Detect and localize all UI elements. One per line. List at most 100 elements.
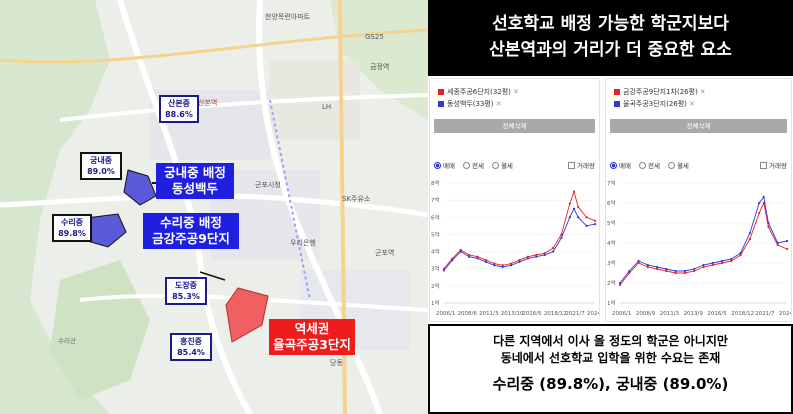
callout-suri: 수리중 배정 금강주공9단지 (143, 213, 239, 249)
y-tick-label: 2억 (431, 282, 440, 290)
data-point (572, 207, 576, 210)
data-point (646, 265, 649, 269)
x-tick-label: 2011/3 (479, 311, 499, 317)
headline-line2: 산본역과의 거리가 더 중요한 요소 (489, 40, 732, 60)
radio-jeonse[interactable]: 전세 (462, 160, 484, 170)
school-rate: 88.6% (165, 110, 193, 119)
y-tick-label: 4억 (607, 239, 616, 247)
school-box-suri[interactable]: 수리중 89.8% (52, 214, 92, 242)
clear-all-button[interactable]: 전체삭제 (610, 119, 787, 133)
data-point (720, 261, 724, 265)
data-point (618, 281, 622, 285)
data-point (758, 211, 761, 215)
y-tick-label: 4억 (431, 248, 440, 256)
data-point (568, 202, 571, 205)
map-label: LH (322, 103, 332, 111)
radio-monthly[interactable]: 월세 (667, 160, 689, 170)
y-tick-label: 3억 (607, 259, 616, 267)
data-point (526, 257, 529, 260)
x-tick-label: 2016/5 (707, 311, 727, 317)
data-point (748, 231, 751, 235)
data-point (656, 267, 659, 271)
y-tick-label: 2억 (607, 279, 616, 287)
school-rate: 85.3% (172, 292, 200, 301)
x-tick-label: 2024/2 (587, 311, 599, 317)
data-point (476, 255, 479, 258)
radio-dot (610, 161, 617, 169)
data-point (501, 264, 504, 267)
close-icon[interactable]: ✕ (495, 100, 502, 108)
headline-line1: 선호학교 배정 가능한 학군지보다 (492, 14, 729, 34)
data-point (543, 253, 546, 257)
data-point (577, 205, 580, 209)
data-point (702, 263, 705, 267)
data-point (739, 251, 742, 255)
volume-checkbox[interactable]: 거래량 (568, 160, 595, 170)
data-point (585, 216, 588, 219)
callout-line: 수리중 배정 (160, 215, 222, 230)
map-label: 우리은행 (290, 239, 316, 247)
map-view[interactable]: 한양목련아파트 산본역 군포시청 우리은행 SK주유소 LH 금정역 GS25 … (0, 0, 428, 414)
legend-label: 금강주공9단지1차(26평) (623, 88, 698, 96)
school-name: 흥진중 (179, 337, 203, 346)
school-name: 도장중 (174, 281, 198, 290)
school-box-sanbon[interactable]: 산본중 88.6% (159, 95, 199, 123)
data-point (476, 257, 479, 260)
x-tick-label: 2008/6 (458, 311, 478, 317)
data-point (493, 262, 496, 265)
data-point (560, 233, 563, 236)
data-point (535, 255, 538, 258)
data-point (551, 250, 555, 253)
checkbox-box (568, 161, 576, 169)
data-point (637, 261, 640, 265)
data-point (758, 201, 761, 205)
series-line (619, 195, 788, 284)
data-point (518, 259, 521, 262)
legend-label: 율곡주공3단지(26평) (623, 100, 687, 108)
close-icon[interactable]: ✕ (512, 88, 519, 96)
volume-checkbox[interactable]: 거래량 (760, 160, 787, 170)
data-point (593, 223, 597, 226)
school-box-heungjin[interactable]: 흥진중 85.4% (170, 333, 212, 361)
map-label: 금정역 (370, 63, 390, 71)
callout-line: 궁내중 배정 (164, 165, 226, 180)
data-point (526, 255, 529, 258)
callout-station: 역세권 율곡주공3단지 (269, 319, 355, 355)
data-point (656, 265, 659, 269)
deal-type-radios: 매매 전세 월세 거래량 (434, 159, 595, 171)
close-icon[interactable]: ✕ (699, 88, 706, 96)
radio-dot (491, 161, 499, 169)
radio-sale[interactable]: 매매 (610, 160, 631, 170)
school-box-dojang[interactable]: 도장중 85.3% (165, 277, 207, 305)
radio-jeonse[interactable]: 전세 (638, 160, 660, 170)
x-tick-label: 2016/5 (522, 311, 542, 317)
legend-swatch (438, 89, 444, 95)
y-tick-label: 8억 (431, 179, 440, 187)
clear-all-button[interactable]: 전체삭제 (434, 119, 595, 133)
radio-label: 매매 (443, 162, 455, 170)
data-point (739, 253, 742, 257)
school-box-gungnae[interactable]: 궁내중 89.0% (80, 152, 122, 180)
data-point (577, 216, 580, 219)
x-tick-label: 2008/9 (636, 311, 656, 317)
radio-monthly[interactable]: 월세 (491, 160, 513, 170)
headline-box: 선호학교 배정 가능한 학군지보다 산본역과의 거리가 더 중요한 요소 (428, 0, 793, 76)
y-tick-label: 6억 (607, 199, 616, 207)
radio-sale[interactable]: 매매 (434, 160, 455, 170)
data-point (665, 269, 668, 273)
callout-line: 율곡주공3단지 (273, 337, 351, 352)
map-label: 한양목련아파트 (265, 13, 311, 21)
data-point (702, 265, 705, 269)
map-label: 군포시청 (255, 181, 281, 189)
data-point (674, 269, 677, 273)
radio-dot (434, 161, 441, 169)
radio-label: 월세 (500, 162, 513, 170)
y-tick-label: 7억 (607, 179, 616, 187)
close-icon[interactable]: ✕ (688, 100, 695, 108)
school-rate: 89.8% (58, 229, 86, 238)
data-point (665, 267, 668, 271)
data-point (560, 236, 563, 239)
data-point (711, 261, 714, 265)
legend-label: 동성백두(33평) (447, 100, 494, 108)
legend-item: 율곡주공3단지(26평) ✕ (606, 98, 791, 110)
